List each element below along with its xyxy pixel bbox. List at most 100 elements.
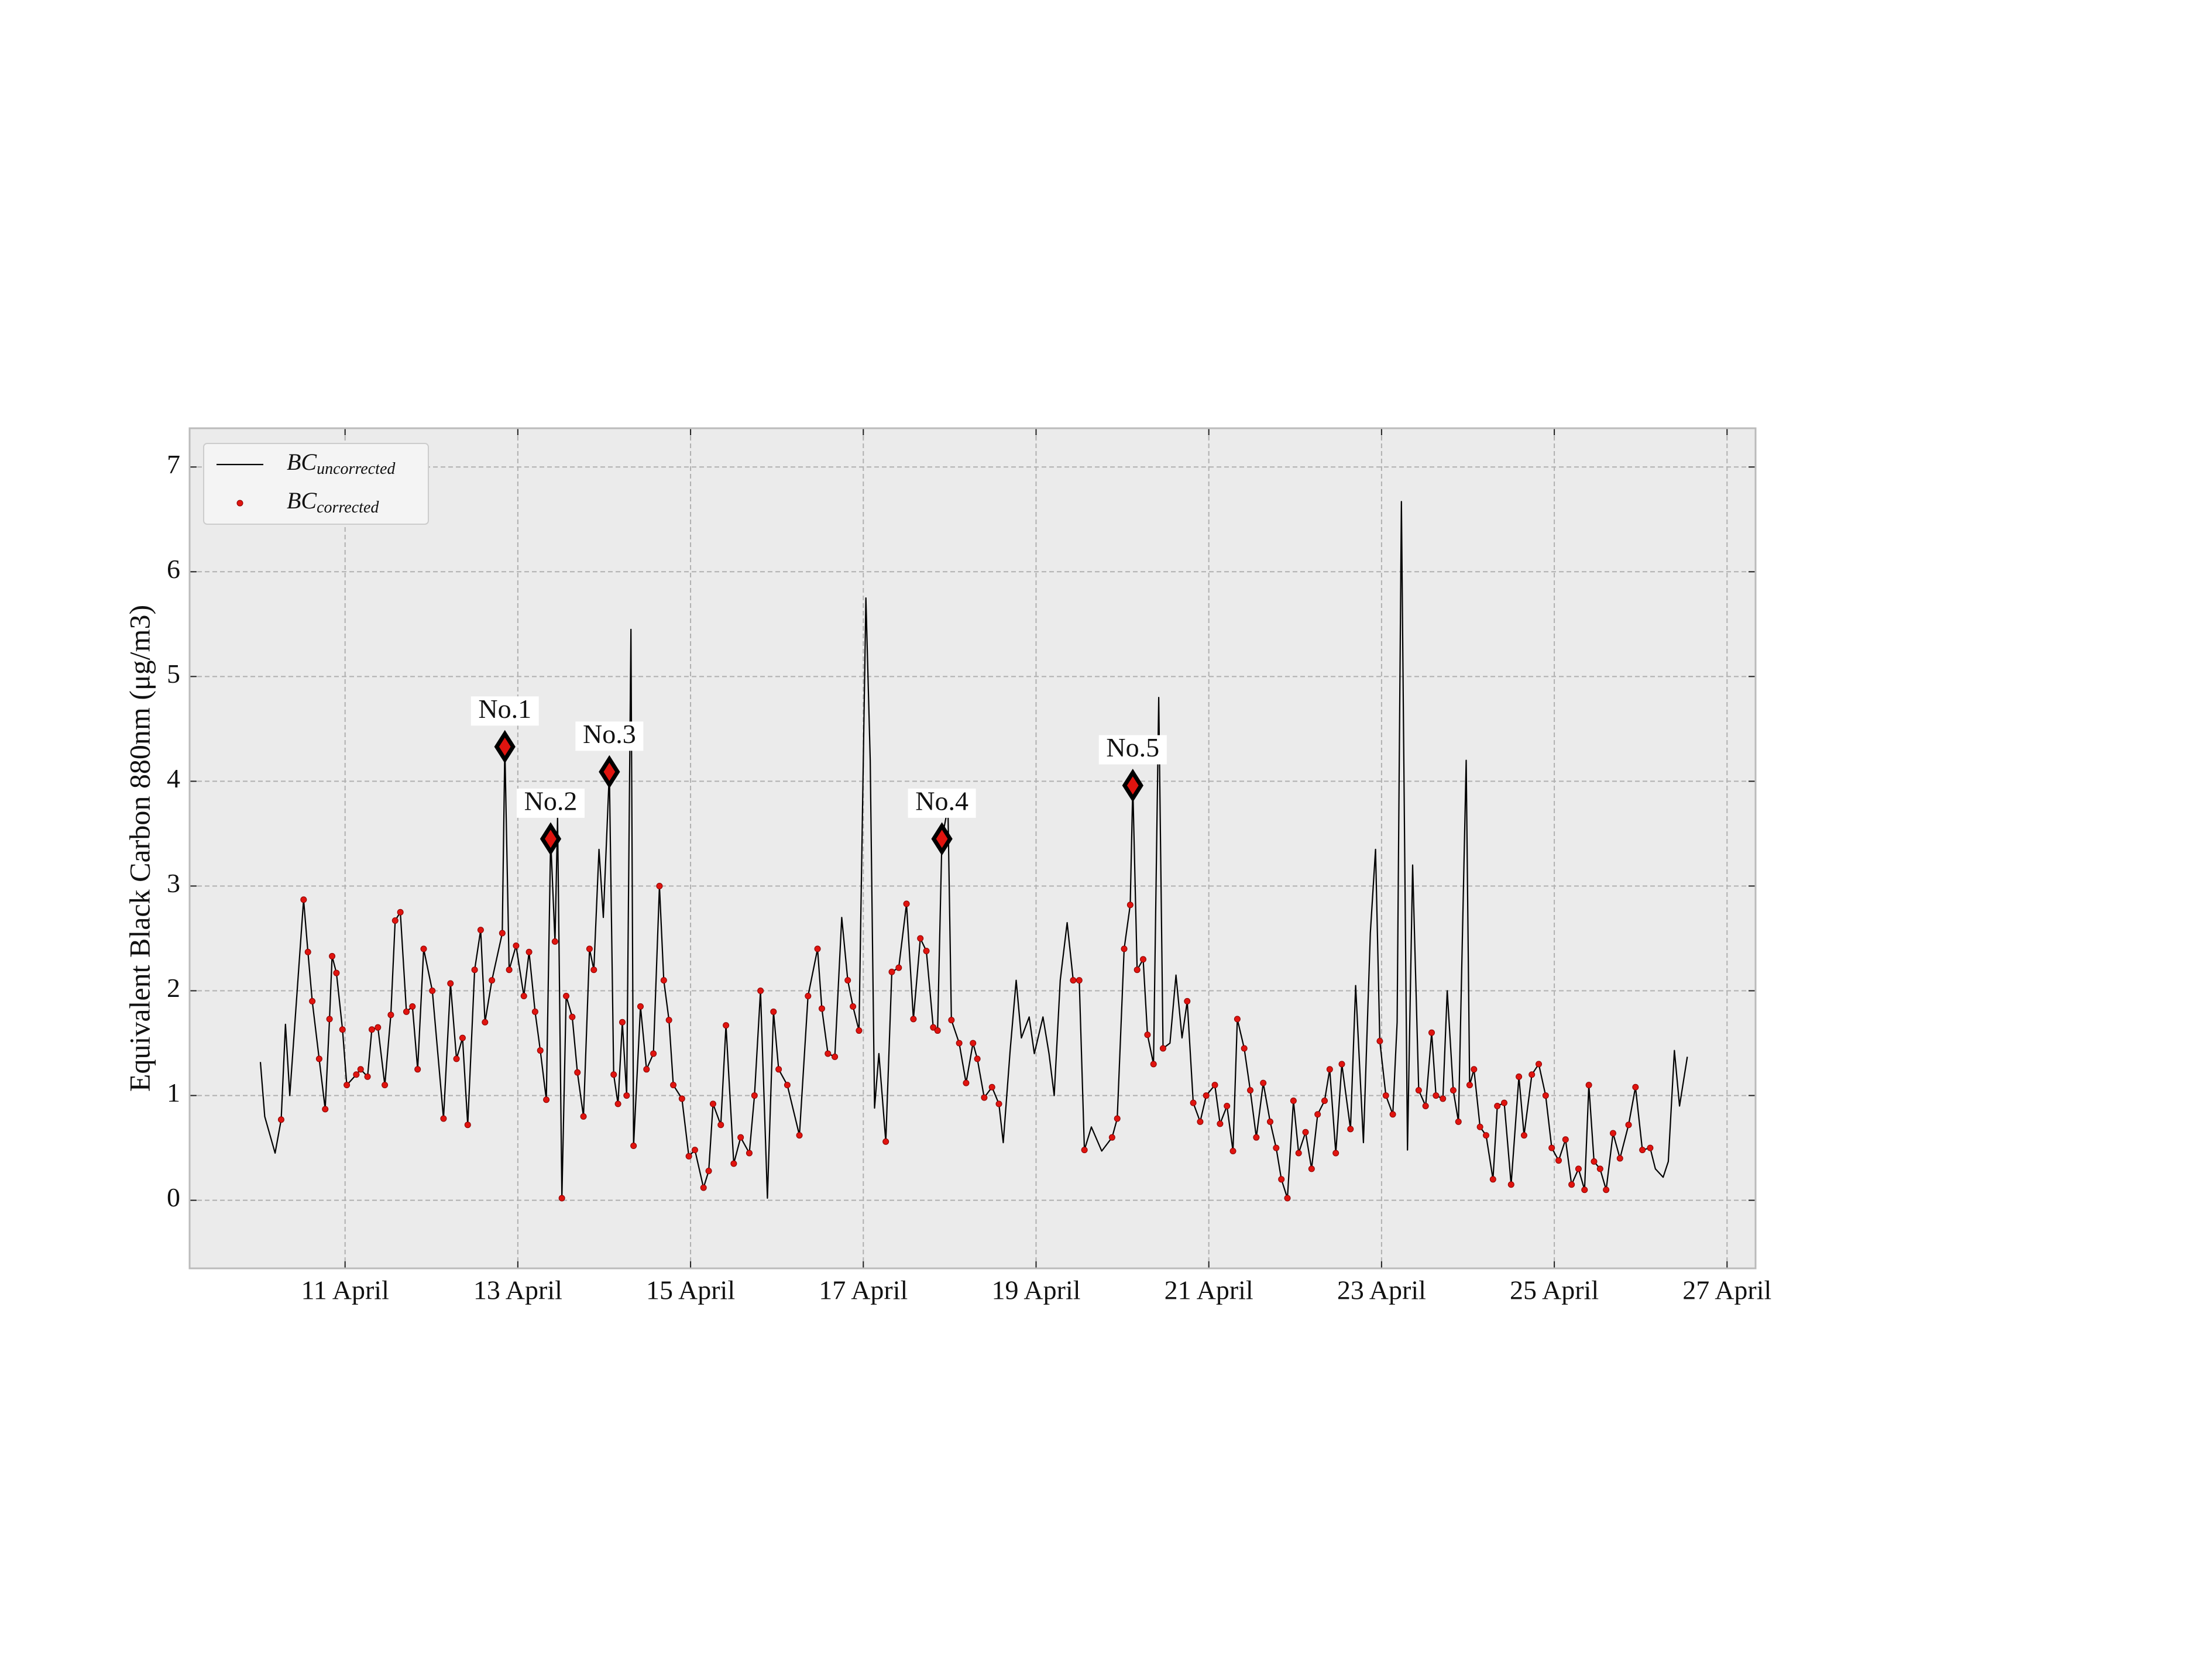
data-point (1203, 1092, 1210, 1099)
data-point (300, 896, 307, 903)
data-point (1603, 1186, 1610, 1193)
data-point (770, 1008, 777, 1015)
data-point (499, 930, 506, 937)
data-point (309, 997, 316, 1005)
data-point (903, 900, 910, 907)
data-point (730, 1160, 737, 1167)
data-point (1217, 1120, 1224, 1127)
data-point (700, 1184, 707, 1191)
data-point (705, 1167, 712, 1174)
data-point (364, 1073, 371, 1080)
data-point (440, 1115, 447, 1122)
data-point (1632, 1083, 1639, 1091)
data-point (1253, 1134, 1260, 1141)
data-point (1555, 1157, 1562, 1164)
data-point (643, 1066, 650, 1073)
data-point (391, 917, 399, 924)
data-point (1471, 1066, 1478, 1073)
data-point (397, 909, 404, 916)
data-point (414, 1066, 421, 1073)
data-point (1211, 1082, 1218, 1089)
data-point (1159, 1045, 1166, 1052)
data-point (459, 1034, 466, 1041)
data-point (357, 1066, 364, 1073)
annotation-label: No.2 (524, 786, 578, 816)
data-point (1616, 1155, 1623, 1162)
data-point (1494, 1102, 1501, 1109)
x-tick-label: 27 April (1682, 1275, 1771, 1305)
data-point (1440, 1095, 1447, 1102)
data-point (375, 1024, 382, 1031)
data-point (482, 1019, 489, 1026)
data-point (569, 1013, 576, 1020)
data-point (670, 1082, 677, 1089)
data-point (1585, 1082, 1592, 1089)
data-point (1389, 1111, 1396, 1118)
data-point (1596, 1165, 1603, 1172)
data-point (1489, 1176, 1496, 1183)
data-point (1516, 1073, 1523, 1080)
data-point (1190, 1099, 1197, 1106)
y-axis-label: Equivalent Black Carbon 880nm (μg/m3) (123, 605, 156, 1092)
data-point (1108, 1134, 1115, 1141)
plot-background (190, 428, 1756, 1268)
y-tick-label: 4 (167, 763, 180, 793)
data-point (1382, 1092, 1389, 1099)
data-point (1338, 1061, 1345, 1068)
data-point (304, 948, 311, 955)
data-point (1284, 1195, 1291, 1202)
y-tick-label: 1 (167, 1078, 180, 1107)
data-point (963, 1079, 970, 1086)
data-point (1302, 1129, 1309, 1136)
data-point (895, 964, 902, 971)
annotation-label: No.1 (478, 694, 531, 724)
legend-box (203, 443, 429, 525)
data-point (988, 1083, 995, 1091)
data-point (477, 927, 484, 934)
annotation-label-bg (516, 788, 585, 818)
legend: BCuncorrected BCcorrected (203, 443, 429, 525)
data-point (844, 977, 851, 984)
data-point (818, 1005, 825, 1012)
data-point (1150, 1061, 1157, 1068)
data-point (723, 1022, 730, 1029)
data-point (1415, 1087, 1422, 1094)
data-point (368, 1026, 375, 1033)
data-point (1144, 1031, 1151, 1038)
data-point (1184, 997, 1191, 1005)
y-tick-label: 6 (167, 554, 180, 584)
data-point (543, 1096, 550, 1103)
data-point (825, 1050, 832, 1057)
data-point (1581, 1186, 1588, 1193)
data-point (910, 1016, 917, 1023)
annotation-marker (931, 822, 953, 856)
data-point (917, 935, 924, 942)
data-point (970, 1040, 977, 1047)
data-point (429, 988, 436, 995)
data-point (1482, 1132, 1489, 1139)
data-point (1114, 1115, 1121, 1122)
data-point (717, 1122, 724, 1129)
data-point (531, 1008, 538, 1015)
data-point (1314, 1111, 1321, 1118)
data-point (614, 1100, 621, 1107)
data-point (610, 1071, 617, 1078)
annotation-label: No.3 (583, 719, 636, 749)
data-point (1140, 956, 1147, 963)
data-point (1450, 1087, 1457, 1094)
data-point (1332, 1150, 1339, 1157)
x-tick-label: 17 April (819, 1275, 908, 1305)
data-point (387, 1012, 394, 1019)
data-point (574, 1069, 581, 1076)
y-tick-label: 0 (167, 1182, 180, 1212)
data-point (322, 1106, 329, 1113)
data-point (948, 1017, 955, 1024)
data-point (447, 980, 454, 987)
plot-frame (188, 427, 1757, 1270)
data-point (1542, 1092, 1549, 1099)
annotation-marker (494, 730, 516, 763)
data-point (1295, 1150, 1302, 1157)
data-point (453, 1055, 460, 1062)
data-point (1548, 1144, 1555, 1151)
data-point (1290, 1098, 1297, 1105)
